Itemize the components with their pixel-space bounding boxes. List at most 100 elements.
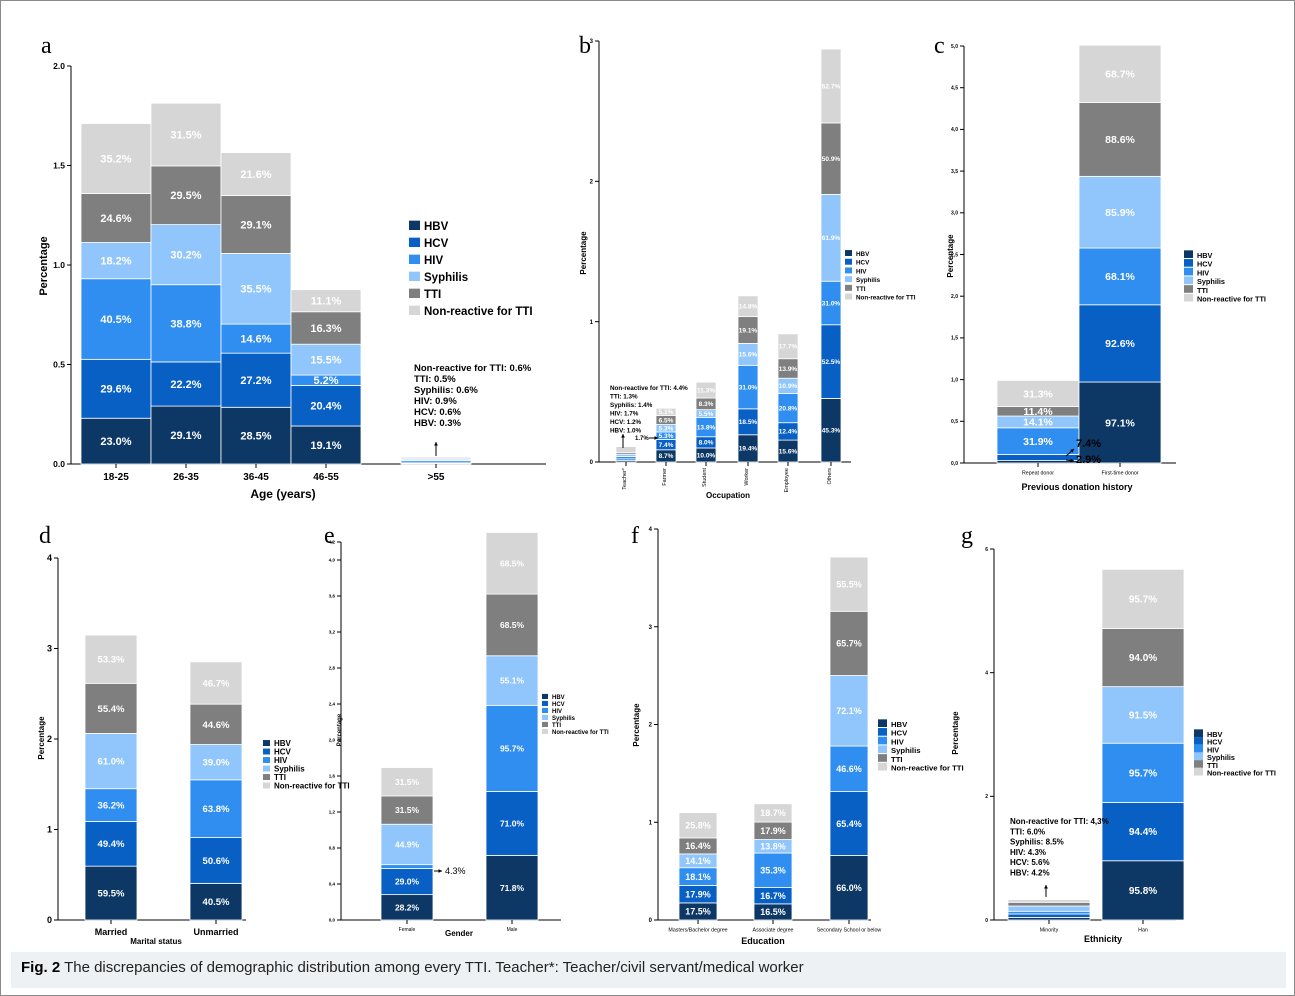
x-tick-label-g: Han bbox=[1138, 927, 1148, 933]
legend-swatch-d-0 bbox=[263, 740, 270, 746]
bar-c-1-4 bbox=[1078, 102, 1162, 177]
bar-g-1-0 bbox=[1101, 860, 1185, 921]
legend-label-e-1: HCV bbox=[552, 702, 565, 708]
legend-swatch-c-1 bbox=[1184, 259, 1193, 267]
data-label-b-2-0: 10.0% bbox=[697, 452, 716, 459]
legend-label-a-4: TTI bbox=[424, 289, 441, 301]
data-label-a-3-0: 19.1% bbox=[310, 440, 341, 452]
bar-a-3-4 bbox=[290, 311, 362, 345]
y-tick-label-e: 3,2 bbox=[329, 630, 336, 635]
legend-label-c-1: HCV bbox=[1197, 260, 1213, 269]
legend-swatch-e-4 bbox=[542, 721, 548, 727]
panel-letter-c: c bbox=[934, 33, 945, 59]
y-tick-label-f: 0 bbox=[649, 918, 653, 924]
bar-a-3-5 bbox=[290, 289, 362, 313]
data-label-a-1-2: 38.8% bbox=[170, 318, 201, 330]
legend-swatch-d-4 bbox=[263, 774, 270, 780]
data-label-f-0-0: 17.5% bbox=[685, 907, 711, 917]
bar-f-2-2 bbox=[829, 745, 869, 792]
x-tick-label-a: 36-45 bbox=[243, 472, 269, 483]
callout-c-hbv: 2.9% bbox=[1076, 454, 1101, 466]
data-label-f-1-1: 16.7% bbox=[760, 891, 786, 901]
legend-a: HBV HCV HIV Syphilis TTI Non-reactive for TTI bbox=[409, 220, 533, 318]
legend-label-a-1: HCV bbox=[424, 238, 449, 250]
y-tick-label-a: 0.5 bbox=[53, 359, 65, 369]
y-tick-label-f: 3 bbox=[649, 625, 653, 631]
y-axis-label-b: Percentage bbox=[579, 231, 588, 275]
x-tick-label-e: Female bbox=[399, 927, 416, 933]
legend-swatch-d-3 bbox=[263, 765, 270, 772]
y-tick-label-e: 2,0 bbox=[329, 738, 336, 743]
x-tick-label-c: Repeat donor bbox=[1022, 470, 1054, 476]
bar-b-1-5 bbox=[655, 407, 677, 416]
arrow-c-hbv-head bbox=[1070, 458, 1074, 463]
x-tick-label-b: Farmer bbox=[662, 468, 668, 486]
annotation-a-2: Syphilis: 0.6% bbox=[414, 385, 478, 396]
data-label-d-1-4: 44.6% bbox=[203, 720, 230, 731]
x-tick-label-d: Married bbox=[95, 927, 128, 937]
legend-label-c-3: Syphilis bbox=[1197, 277, 1225, 286]
legend-swatch-g-1 bbox=[1194, 737, 1203, 745]
data-label-e-1-1: 71.0% bbox=[500, 818, 525, 828]
bar-c-1-3 bbox=[1078, 175, 1162, 249]
data-label-c-0-2: 31.9% bbox=[1023, 436, 1053, 448]
legend-label-f-0: HBV bbox=[891, 720, 908, 729]
legend-swatch-f-4 bbox=[878, 754, 887, 762]
legend-swatch-e-0 bbox=[542, 693, 548, 699]
legend-label-f-2: HIV bbox=[891, 737, 905, 746]
arrow-a-gt55-head bbox=[434, 442, 438, 446]
legend-swatch-f-3 bbox=[878, 745, 887, 754]
legend-swatch-c-3 bbox=[1184, 276, 1193, 285]
bar-a-1-2 bbox=[150, 284, 222, 363]
data-label-b-5-3: 61.9% bbox=[822, 235, 841, 242]
bar-d-1-2 bbox=[189, 779, 243, 838]
y-tick-label-e: 0,4 bbox=[329, 882, 336, 887]
legend-swatch-f-5 bbox=[878, 762, 887, 771]
legend-swatch-b-3 bbox=[845, 276, 852, 283]
bar-d-1-5 bbox=[189, 661, 243, 705]
data-label-b-1-3: 5.3% bbox=[659, 426, 674, 433]
data-label-c-1-2: 68.1% bbox=[1105, 271, 1135, 283]
bar-g-0-3 bbox=[1007, 905, 1091, 912]
bar-e-0-0 bbox=[380, 894, 434, 921]
data-label-f-0-3: 14.1% bbox=[685, 856, 711, 866]
data-label-d-0-3: 61.0% bbox=[98, 757, 125, 768]
legend-label-f-4: TTI bbox=[891, 755, 903, 764]
y-tick-label-c: 1,5 bbox=[951, 336, 958, 342]
annotation-g-3: HIV: 4.3% bbox=[1010, 848, 1046, 857]
legend-swatch-a-5 bbox=[409, 305, 420, 315]
x-tick-label-b: Teacher* bbox=[622, 467, 628, 490]
bar-a-1-1 bbox=[150, 361, 222, 407]
legend-swatch-e-1 bbox=[542, 700, 548, 706]
data-label-b-4-4: 13.9% bbox=[779, 366, 798, 373]
panel-c: c 0,0 0,5 1,0 1,5 2,0 2,5 3,0 3,5 4,0 4,5 5,0 Previo… bbox=[934, 33, 1266, 492]
data-label-g-1-4: 94.0% bbox=[1129, 653, 1157, 664]
data-label-b-5-1: 52.5% bbox=[822, 359, 841, 366]
bar-a-0-4 bbox=[80, 193, 152, 243]
legend-swatch-b-2 bbox=[845, 267, 852, 274]
data-label-a-2-2: 14.6% bbox=[240, 334, 271, 346]
legend-label-g-4: TTI bbox=[1207, 761, 1218, 770]
data-label-a-0-3: 18.2% bbox=[100, 256, 131, 268]
data-label-a-3-1: 20.4% bbox=[310, 401, 341, 413]
data-label-g-1-2: 95.7% bbox=[1129, 768, 1157, 779]
bar-e-1-5 bbox=[485, 532, 539, 595]
data-label-b-5-5: 52.7% bbox=[822, 83, 841, 90]
data-label-e-0-1: 29.0% bbox=[395, 877, 420, 887]
bar-b-0-5 bbox=[615, 446, 637, 454]
legend-label-c-5: Non-reactive for TTI bbox=[1197, 295, 1266, 304]
panel-a: a 0.0 0.5 1.0 1.5 2.0 Age (years) Percentage 23.… bbox=[38, 33, 546, 501]
bar-d-0-3 bbox=[84, 733, 138, 790]
data-label-a-3-3: 15.5% bbox=[310, 355, 341, 367]
bar-e-1-4 bbox=[485, 593, 539, 657]
bar-a-2-1 bbox=[220, 352, 292, 408]
data-label-f-2-3: 72.1% bbox=[836, 706, 862, 716]
data-label-a-1-0: 29.1% bbox=[170, 430, 201, 442]
x-tick-label-a: 26-35 bbox=[173, 472, 199, 483]
bar-e-1-1 bbox=[485, 791, 539, 856]
caption-label: Fig. 2 bbox=[21, 959, 61, 976]
bar-f-2-3 bbox=[829, 675, 869, 747]
annotation-g-5: HBV: 4.2% bbox=[1010, 869, 1050, 878]
y-axis-label-c: Percentage bbox=[946, 234, 955, 278]
x-tick-label-b: Worker bbox=[744, 468, 750, 486]
